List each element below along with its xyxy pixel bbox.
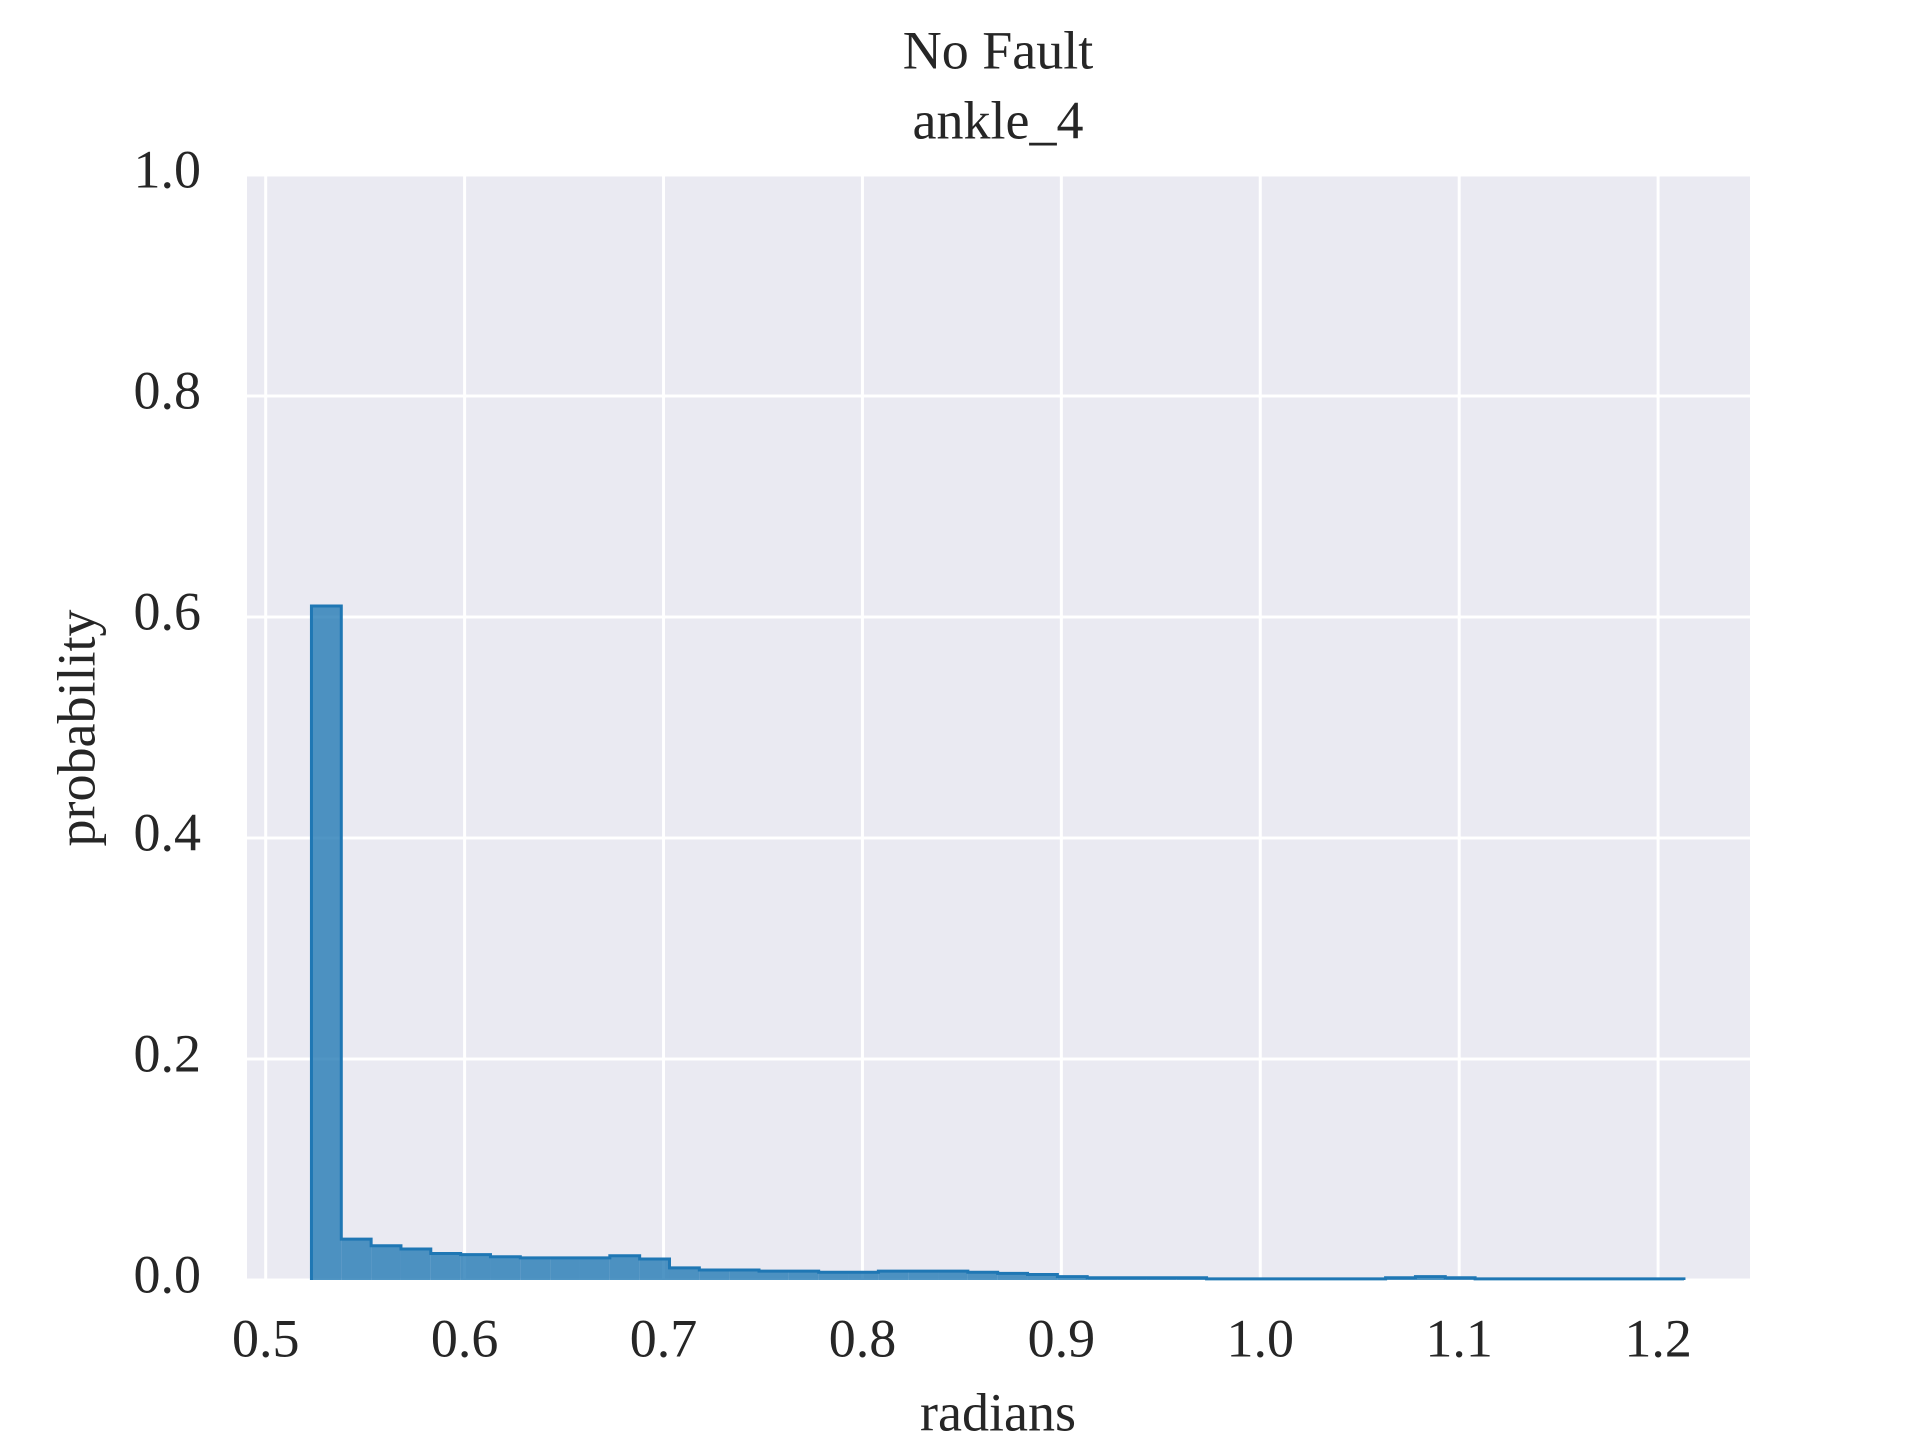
bar — [669, 1267, 700, 1280]
bar — [609, 1255, 640, 1280]
bar — [1027, 1274, 1058, 1280]
bar — [788, 1271, 819, 1280]
bar — [878, 1271, 909, 1280]
bar — [311, 605, 342, 1280]
chart-title: ankle_4 — [913, 90, 1084, 150]
bar — [759, 1271, 789, 1280]
x-tick-label: 0.7 — [630, 1308, 698, 1368]
x-tick-label: 1.2 — [1624, 1308, 1692, 1368]
x-tick-label: 0.6 — [431, 1308, 499, 1368]
bar — [1057, 1276, 1088, 1280]
y-tick-label: 0.6 — [134, 581, 202, 641]
chart-title: No Fault — [903, 20, 1094, 80]
bar — [520, 1257, 551, 1280]
x-tick-label: 1.1 — [1425, 1308, 1493, 1368]
x-tick-label: 1.0 — [1227, 1308, 1295, 1368]
y-tick-label: 0.0 — [134, 1244, 202, 1304]
histogram-outline — [309, 604, 1686, 1281]
bar — [699, 1270, 730, 1280]
bar — [400, 1249, 431, 1280]
x-tick-label: 0.8 — [829, 1308, 897, 1368]
plot-area — [247, 175, 1750, 1280]
x-tick-label: 0.9 — [1028, 1308, 1096, 1368]
bar — [460, 1254, 491, 1280]
bar — [490, 1256, 521, 1280]
bar — [908, 1271, 939, 1280]
bar — [550, 1257, 580, 1280]
bar — [1415, 1276, 1446, 1280]
bar — [579, 1257, 610, 1280]
bar — [341, 1239, 372, 1280]
x-tick-label: 0.5 — [232, 1308, 300, 1368]
bar — [371, 1245, 401, 1280]
y-tick-label: 0.8 — [134, 360, 202, 420]
y-axis-label: probability — [46, 610, 106, 847]
bar — [997, 1273, 1028, 1280]
x-axis-label: radians — [920, 1382, 1076, 1440]
bar — [639, 1259, 670, 1280]
y-tick-label: 1.0 — [134, 139, 202, 199]
y-tick-label: 0.4 — [134, 802, 202, 862]
bar — [848, 1272, 879, 1280]
chart-title: SAC — [945, 0, 1050, 10]
bar — [818, 1272, 849, 1280]
bar — [430, 1253, 461, 1280]
y-tick-label: 0.2 — [134, 1023, 202, 1083]
bar — [938, 1271, 968, 1280]
bar — [729, 1270, 760, 1280]
bar — [967, 1272, 998, 1280]
